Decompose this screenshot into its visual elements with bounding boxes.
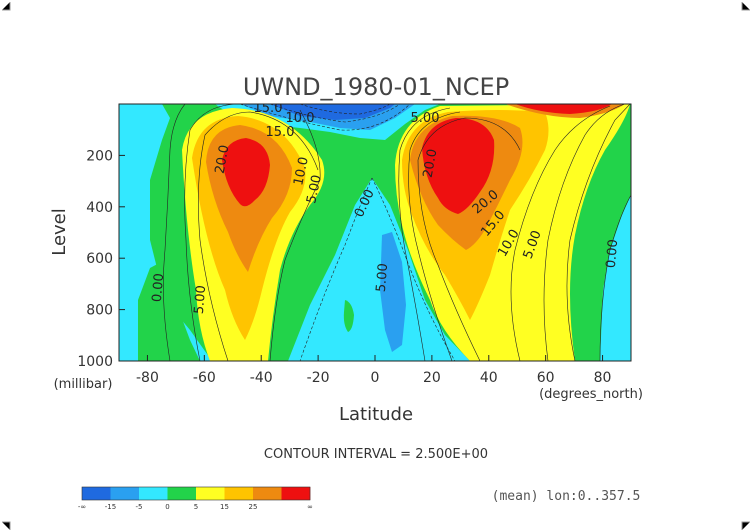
colorbar-swatch (253, 487, 282, 500)
contour-label: 15.0 (266, 125, 295, 140)
fill-red-top-jet (515, 104, 612, 114)
contour-label: 0.00 (604, 239, 621, 269)
contour-label: 20.0 (421, 148, 441, 179)
contour-interval-note: CONTOUR INTERVAL = 2.500E+00 (264, 447, 488, 462)
fill-green-south-polar (138, 260, 200, 361)
x-tick-label: -80 (136, 370, 159, 386)
contour-label: 20.0 (213, 144, 233, 175)
fill-green-small-patch (343, 300, 354, 332)
colorbar-bound-label: -5 (136, 503, 143, 511)
colorbar-frame (81, 486, 311, 501)
x-tick-label: -20 (307, 370, 330, 386)
y-axis-label: Level (49, 208, 70, 256)
x-tick-label: -40 (250, 370, 273, 386)
x-axis-unit: (degrees_north) (539, 387, 643, 402)
contour-label: 10.0 (286, 111, 315, 126)
footnote: (mean) lon:0..357.5 (492, 489, 641, 504)
y-tick-label: 200 (86, 148, 113, 164)
contour-label: 15.0 (254, 101, 283, 116)
colorbar-swatch (167, 487, 197, 500)
y-tick-label: 800 (86, 303, 113, 319)
colorbar: -∞ -15 -5 0 5 15 25 ∞ (78, 486, 313, 511)
fill-cyan-tropics (288, 178, 470, 361)
x-tick-label: 60 (537, 370, 555, 386)
chart-title: UWND_1980-01_NCEP (243, 73, 509, 101)
contour-lines (163, 104, 631, 361)
colorbar-swatch (110, 487, 140, 500)
contour-label: 5.00 (411, 111, 440, 126)
fill-bluedark-upper (270, 104, 395, 120)
colorbar-bound-label: 5 (194, 503, 198, 511)
contour-label: 5.00 (304, 174, 325, 205)
colorbar-bound-label: ∞ (307, 503, 313, 511)
contour-label: 5.00 (192, 285, 209, 315)
y-tick-label: 600 (86, 251, 113, 267)
fill-red-north-jet (422, 118, 495, 214)
x-tick-label: 40 (480, 370, 498, 386)
y-tick-label: 400 (86, 200, 113, 216)
fill-blue-tropics (380, 232, 406, 352)
y-axis-unit: (millibar) (54, 377, 113, 392)
contour-label: 10.0 (291, 156, 312, 187)
colorbar-bound-label: -15 (105, 503, 116, 511)
fill-cyan-north-polar (600, 195, 631, 361)
x-tick-label: 0 (371, 370, 380, 386)
colorbar-swatch (82, 487, 111, 500)
x-tick-label: 20 (423, 370, 441, 386)
colorbar-swatch (196, 487, 225, 500)
colorbar-bound-label: 25 (249, 503, 258, 511)
colorbar-bound-label: -∞ (78, 503, 86, 511)
colorbar-swatch (139, 487, 168, 500)
x-tick-label: 80 (594, 370, 612, 386)
colorbar-bound-label: 15 (220, 503, 229, 511)
fill-red-south-jet (222, 138, 270, 207)
colorbar-swatch (224, 487, 254, 500)
x-tick-label: -60 (193, 370, 216, 386)
y-tick-label: 1000 (77, 354, 113, 370)
contour-label: 0.00 (150, 273, 167, 303)
y-axis-ticks: 200 400 600 800 1000 (77, 148, 125, 370)
contour-label: 5.00 (374, 263, 391, 293)
colorbar-swatch (281, 487, 311, 500)
contour-plot: 15.0 10.0 15.0 20.0 10.0 5.00 0.00 5.00 … (119, 101, 631, 361)
x-axis-label: Latitude (339, 404, 413, 425)
x-axis-ticks: -80 -60 -40 -20 0 20 40 60 80 (136, 355, 611, 386)
colorbar-bound-label: 0 (165, 503, 169, 511)
